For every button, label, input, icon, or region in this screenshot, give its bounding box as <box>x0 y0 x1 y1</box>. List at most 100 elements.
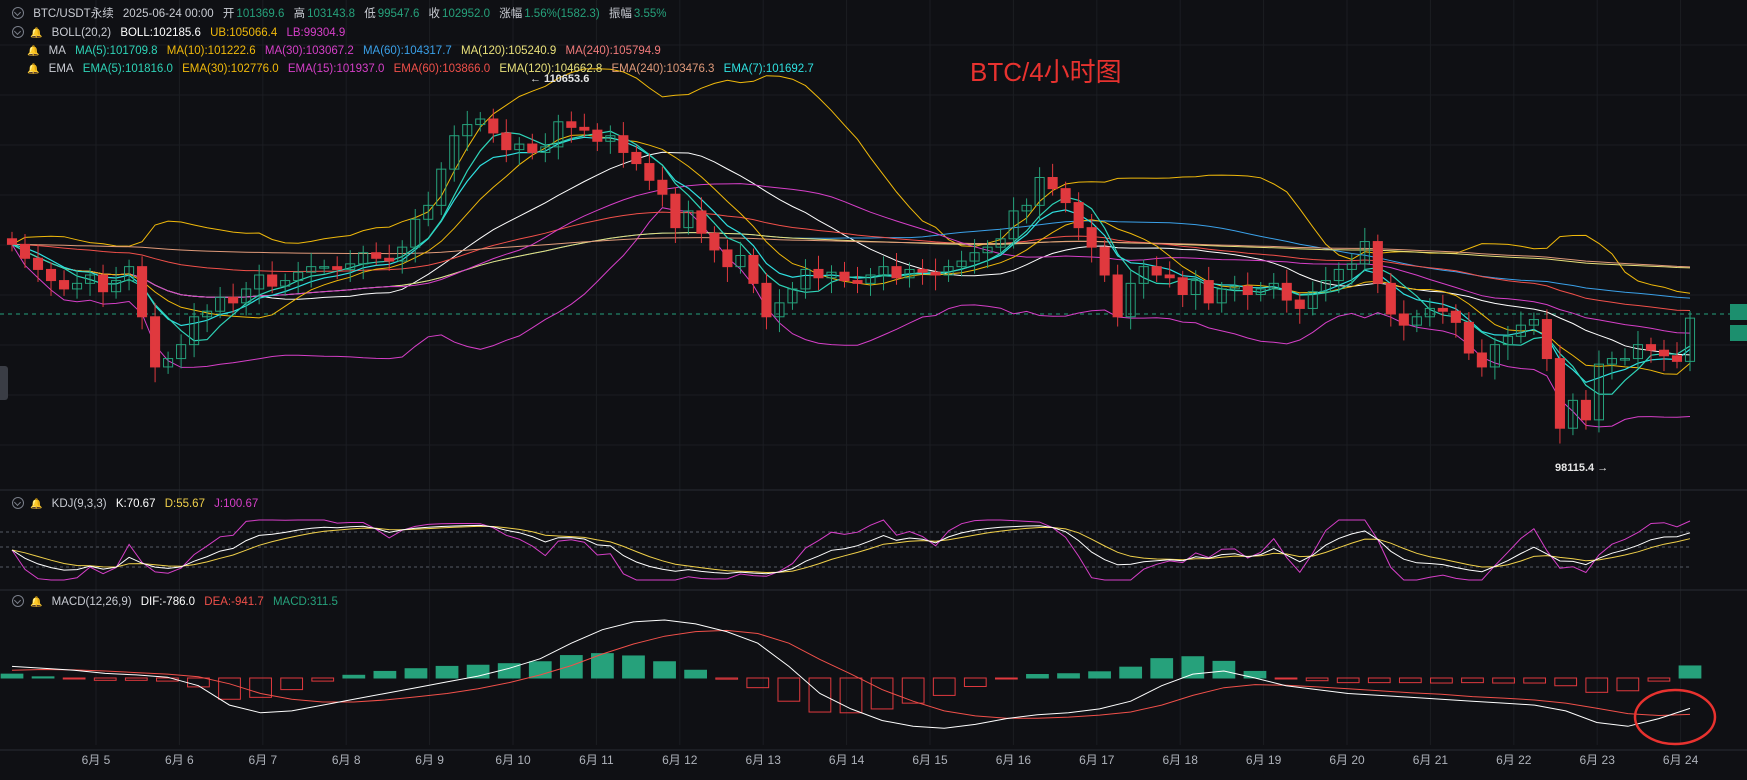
ma240: MA(240):105794.9 <box>565 45 661 57</box>
candle-body <box>280 280 291 287</box>
candle-body <box>475 118 486 126</box>
macd-hist-bar <box>311 677 335 682</box>
open-value: 101369.6 <box>236 8 285 20</box>
candle-body <box>1255 288 1266 295</box>
macd-hist-bar <box>559 655 583 679</box>
macd-hist-bar <box>1585 677 1609 693</box>
panel-toggle-handle[interactable] <box>0 366 8 400</box>
candle-body <box>1034 177 1045 206</box>
macd-hist-bar <box>1554 677 1578 687</box>
x-tick-label: 6月 5 <box>81 753 111 767</box>
kdj-panel <box>0 519 1691 581</box>
kdj-j: J:100.67 <box>214 498 259 510</box>
collapse-icon[interactable] <box>12 7 24 19</box>
candle-body <box>878 266 889 276</box>
min-price-label: 98115.4 → <box>1555 462 1609 474</box>
candle-body <box>657 179 668 195</box>
candle-body <box>540 146 551 153</box>
candle-body <box>761 282 772 318</box>
macd-hist-bar <box>31 676 55 679</box>
candle-body <box>332 266 343 270</box>
candle-body <box>514 143 525 151</box>
grid-lines <box>0 0 1747 751</box>
boll-mid-line <box>11 151 1691 356</box>
candle-body <box>748 255 759 284</box>
macd-hist-bar <box>1119 666 1143 679</box>
candle-body <box>384 257 395 262</box>
macd-hist-bar <box>963 677 987 688</box>
macd-hist-bar <box>684 669 708 679</box>
kdj-k-line <box>11 524 1691 575</box>
kdj-name: KDJ(9,3,3) <box>51 498 107 510</box>
candle-body <box>917 268 928 273</box>
candle-body <box>709 232 720 251</box>
candle-body <box>722 249 733 268</box>
candle-body <box>1294 299 1305 309</box>
candle-body <box>566 121 577 128</box>
candle-body <box>501 132 512 151</box>
candle-body <box>1112 274 1123 318</box>
ema120: EMA(120):104662.8 <box>499 63 603 75</box>
bell-icon[interactable]: 🔔 <box>27 46 40 57</box>
candle-body <box>787 288 798 304</box>
macd-hist-bar <box>435 665 459 679</box>
macd-hist-bar <box>528 661 552 679</box>
candle-body <box>19 243 31 259</box>
ema240: EMA(240):103476.3 <box>611 63 715 75</box>
candle-body <box>982 246 993 254</box>
toggle-icon[interactable] <box>12 497 24 509</box>
macd-hist-bar <box>901 677 925 704</box>
candle-body <box>1099 246 1110 276</box>
high-value: 103143.8 <box>307 8 356 20</box>
macd-hist-bar <box>1212 660 1236 679</box>
toggle-icon[interactable] <box>12 595 24 607</box>
candle-body <box>1645 344 1657 351</box>
x-tick-label: 6月 21 <box>1412 753 1449 767</box>
ma-name: MA <box>48 45 66 57</box>
bell-icon[interactable]: 🔔 <box>30 597 43 608</box>
candle-body <box>345 263 356 270</box>
candle-body <box>1658 349 1670 357</box>
bell-icon[interactable]: 🔔 <box>27 64 40 75</box>
ema240-line <box>11 237 1691 268</box>
candle-body <box>1307 291 1318 309</box>
candle-body <box>293 271 304 282</box>
ma5-line <box>11 130 1691 395</box>
candle-body <box>137 266 148 318</box>
candle-body <box>1619 358 1631 361</box>
macd-hist-bar <box>1150 658 1174 679</box>
candle-body <box>1606 358 1618 365</box>
macd-hist-bar <box>249 677 272 698</box>
candle-body <box>813 268 824 279</box>
candle-body <box>930 271 941 276</box>
macd-hist-bar <box>1678 665 1702 679</box>
candle-body <box>397 246 408 262</box>
candle-body <box>215 296 226 312</box>
candle-body <box>943 266 954 276</box>
candle-body <box>1437 307 1448 312</box>
toggle-icon[interactable] <box>12 26 24 38</box>
candle-body <box>644 163 655 181</box>
macd-dif: DIF:-786.0 <box>140 596 196 608</box>
candle-body <box>1138 266 1149 284</box>
macd-hist-bar <box>62 677 86 680</box>
annotation-circle <box>1633 688 1717 746</box>
macd-hist-bar <box>1274 677 1298 680</box>
macd-dea: DEA:-941.7 <box>204 596 264 608</box>
candle-body <box>1216 288 1227 304</box>
macd-hist-bar <box>715 677 739 680</box>
candle-body <box>1151 266 1162 276</box>
x-tick-label: 6月 14 <box>828 753 865 767</box>
bell-icon[interactable]: 🔔 <box>30 28 43 39</box>
macd-hist-bar <box>373 670 397 679</box>
candle-body <box>1281 282 1292 301</box>
bell-icon[interactable]: 🔔 <box>30 499 43 510</box>
candle-body <box>98 274 109 293</box>
candle-body <box>553 121 564 148</box>
macd-dea-line <box>11 629 1691 719</box>
macd-hist-bar <box>870 677 894 710</box>
x-tick-label: 6月 9 <box>415 753 444 767</box>
ema-name: EMA <box>48 63 74 75</box>
x-tick-label: 6月 15 <box>912 753 948 767</box>
